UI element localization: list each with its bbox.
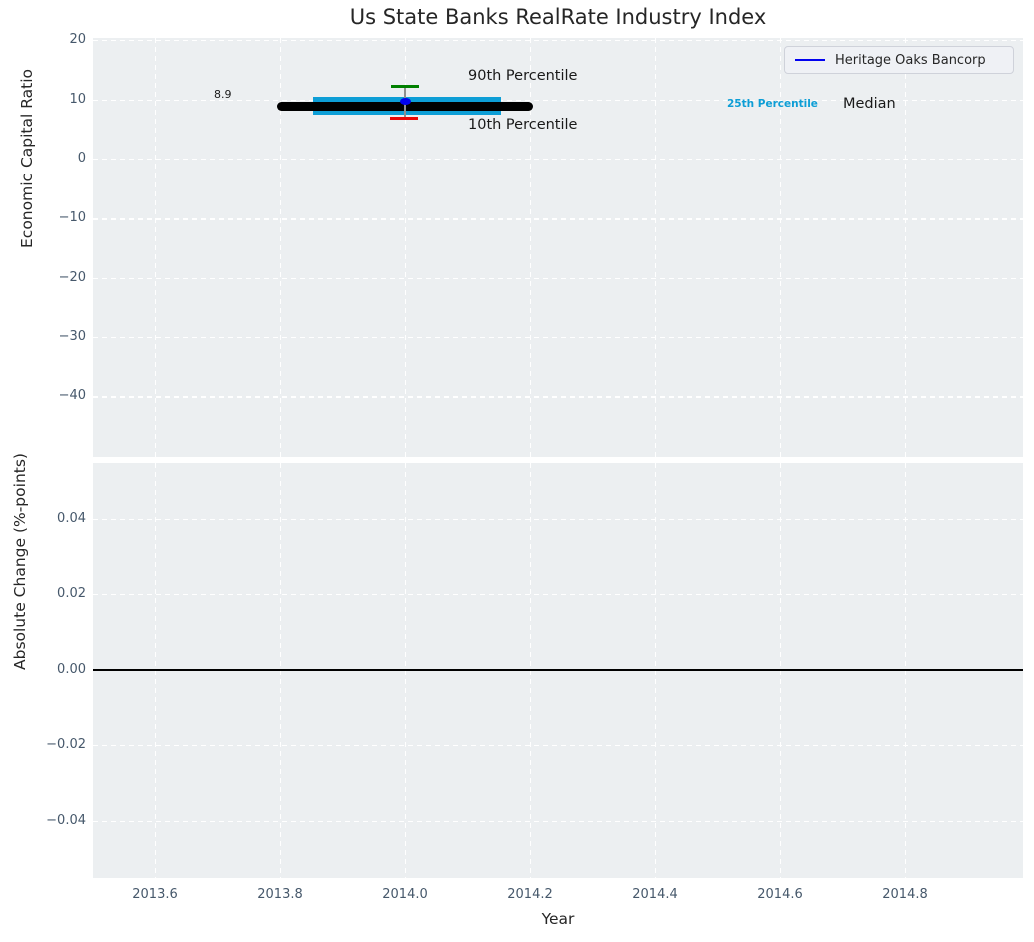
gridline-horizontal — [93, 218, 1023, 220]
annotation-10th-percentile: 10th Percentile — [468, 117, 578, 133]
annotation-90th-percentile: 90th Percentile — [468, 68, 578, 84]
gridline-vertical — [280, 38, 282, 457]
gridline-horizontal — [93, 99, 1023, 101]
gridline-horizontal — [93, 40, 1023, 42]
y-tick: 10 — [69, 91, 86, 107]
x-tick: 2013.6 — [132, 887, 178, 902]
gridline-horizontal — [93, 336, 1023, 339]
gridline-horizontal — [93, 594, 1023, 596]
gridline-horizontal — [93, 518, 1023, 520]
gridline-horizontal — [93, 396, 1023, 398]
y-tick: −0.02 — [46, 737, 86, 752]
chart-title: Us State Banks RealRate Industry Index — [349, 5, 767, 29]
gridline-vertical — [155, 38, 157, 457]
gridline-vertical — [405, 38, 407, 457]
x-axis-label: Year — [541, 910, 575, 928]
x-tick: 2013.8 — [257, 887, 303, 902]
error-cap-90th — [391, 85, 419, 88]
gridline-horizontal — [93, 277, 1023, 279]
gridline-vertical — [780, 38, 782, 457]
y-tick: −40 — [58, 388, 86, 404]
annotation-median-value: 8.9 — [214, 88, 232, 101]
legend-label: Heritage Oaks Bancorp — [835, 52, 986, 68]
gridline-vertical — [655, 38, 657, 457]
y-tick: 0.02 — [57, 586, 86, 601]
gridline-vertical — [905, 38, 907, 457]
y-tick: 0 — [77, 150, 86, 166]
gridline-vertical — [530, 38, 532, 457]
y-tick: 20 — [69, 32, 86, 47]
zero-reference-line — [93, 668, 1023, 671]
x-tick: 2014.0 — [382, 887, 428, 902]
y-tick: −0.04 — [46, 812, 86, 828]
bottom-plot — [93, 463, 1023, 878]
legend: Heritage Oaks Bancorp — [784, 46, 1014, 74]
y-tick: 0.04 — [57, 510, 86, 526]
gridline-horizontal — [93, 745, 1023, 747]
y-tick: −30 — [58, 328, 86, 344]
error-cap-10th — [390, 117, 418, 120]
annotation-median-label: Median — [843, 96, 896, 112]
legend-line-swatch — [795, 58, 825, 62]
gridline-horizontal — [93, 158, 1023, 161]
y-tick: −20 — [58, 269, 86, 285]
x-tick: 2014.4 — [632, 887, 678, 902]
y-tick: 0.00 — [57, 661, 86, 677]
y-tick: −10 — [58, 210, 86, 226]
x-tick: 2014.8 — [882, 887, 928, 902]
annotation-25th-percentile: 25th Percentile — [727, 98, 818, 110]
x-tick: 2014.2 — [507, 887, 553, 902]
gridline-horizontal — [93, 820, 1023, 822]
series-marker-heritage-oaks — [400, 98, 411, 105]
x-tick: 2014.6 — [757, 887, 803, 902]
top-plot: 8.9 90th Percentile 10th Percentile 25th… — [93, 38, 1023, 457]
